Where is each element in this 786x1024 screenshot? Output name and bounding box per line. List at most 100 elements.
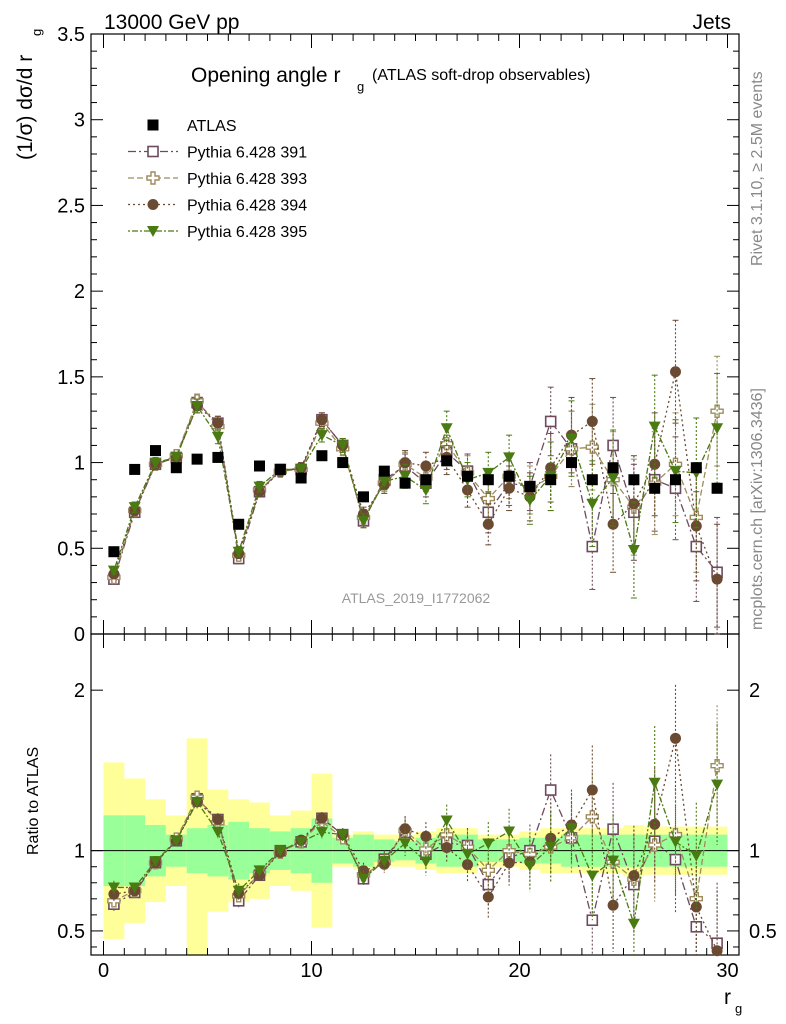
atlas-point — [711, 482, 723, 494]
atlas-point — [254, 460, 265, 472]
data-point — [440, 815, 453, 827]
data-point — [170, 835, 183, 847]
legend-marker — [147, 226, 159, 237]
data-point — [107, 565, 120, 577]
data-point — [503, 826, 516, 838]
data-point — [503, 452, 516, 464]
data-point — [211, 826, 224, 838]
data-point — [649, 818, 661, 830]
data-point — [648, 421, 661, 433]
data-point — [482, 891, 494, 903]
atlas-point — [482, 474, 494, 486]
data-point — [462, 484, 473, 496]
data-point — [274, 845, 287, 857]
atlas-point — [566, 457, 577, 469]
data-point — [482, 518, 494, 530]
data-point — [149, 457, 162, 469]
data-point — [565, 433, 578, 445]
atlas-point — [670, 474, 681, 486]
y-tick-label-bottom-right: 0.5 — [749, 921, 777, 943]
atlas-point — [274, 463, 286, 475]
atlas-point — [316, 450, 328, 462]
ylabel-bottom: Ratio to ATLAS — [25, 747, 42, 855]
y-tick-label-top: 2 — [74, 281, 85, 303]
atlas-point — [545, 474, 557, 486]
data-point — [607, 855, 620, 867]
series-line — [113, 371, 718, 580]
plot-title: Opening angle r g (ATLAS soft-drop obser… — [191, 64, 590, 94]
data-point — [295, 836, 308, 848]
data-point — [503, 482, 515, 494]
atlas-point — [378, 465, 390, 477]
atlas-point — [399, 477, 411, 489]
atlas-data — [108, 445, 723, 558]
data-point — [648, 777, 661, 789]
data-point — [399, 838, 412, 850]
atlas-point — [295, 472, 307, 484]
ylabel-top-sub: g — [29, 29, 44, 36]
legend-label: Pythia 6.428 395 — [187, 224, 307, 241]
data-point — [711, 423, 724, 435]
y-tick-label-bottom-right: 1 — [749, 841, 760, 863]
data-point — [565, 823, 578, 835]
legend-marker — [147, 199, 159, 210]
data-point — [586, 870, 599, 882]
data-point — [523, 860, 536, 872]
legend-marker — [147, 119, 159, 131]
y-tick-label-top: 1.5 — [57, 367, 85, 389]
data-point — [482, 838, 495, 850]
data-point — [544, 415, 557, 428]
title-rest: (ATLAS soft-drop observables) — [372, 67, 590, 84]
data-point — [212, 814, 224, 826]
analysis-label: ATLAS_2019_I1772062 — [342, 590, 491, 606]
data-point — [399, 471, 412, 483]
data-point — [128, 882, 141, 894]
data-point — [211, 431, 224, 443]
data-point — [627, 545, 640, 556]
data-point — [419, 485, 432, 496]
data-point — [315, 827, 328, 839]
data-point — [191, 401, 204, 412]
data-point — [128, 502, 141, 514]
title-main: Opening angle r — [191, 64, 340, 87]
y-tick-label-top: 2.5 — [57, 195, 85, 217]
rivet-label: Rivet 3.1.10, ≥ 2.5M events — [749, 71, 766, 266]
data-point — [399, 823, 411, 835]
atlas-point — [586, 474, 598, 486]
header-right: Jets — [692, 11, 731, 34]
series-line — [113, 401, 718, 580]
data-point — [420, 830, 432, 842]
y-tick-label-top: 3 — [74, 110, 85, 132]
data-point — [690, 850, 703, 862]
data-point — [607, 473, 620, 484]
data-point — [316, 414, 328, 426]
atlas-point — [649, 482, 661, 494]
data-point — [544, 842, 557, 854]
y-tick-label-bottom-right: 2 — [749, 680, 760, 702]
data-point — [419, 856, 432, 868]
atlas-point — [108, 546, 120, 558]
data-point — [670, 366, 681, 378]
data-point — [564, 442, 579, 456]
y-tick-label-bottom-left: 0.5 — [57, 921, 85, 943]
legend: ATLAS Pythia 6.428 391 Pythia 6.428 393 Pyt… — [128, 118, 307, 241]
x-tick-label: 20 — [508, 960, 530, 982]
data-point — [253, 481, 266, 493]
legend-marker — [147, 145, 159, 158]
ratio-panel-series — [107, 684, 724, 957]
data-point — [586, 415, 598, 427]
data-point — [191, 796, 204, 808]
atlas-point — [690, 462, 702, 474]
x-tick-label: 10 — [300, 960, 322, 982]
atlas-point — [150, 445, 161, 457]
legend-label: Pythia 6.428 391 — [187, 145, 307, 162]
series-line — [113, 782, 718, 924]
data-point — [607, 899, 619, 911]
data-point — [461, 849, 474, 861]
data-point — [420, 460, 432, 472]
data-point — [232, 546, 245, 558]
data-point — [295, 464, 308, 476]
series-line — [113, 404, 718, 571]
atlas-point — [420, 474, 432, 486]
data-point — [107, 882, 120, 894]
